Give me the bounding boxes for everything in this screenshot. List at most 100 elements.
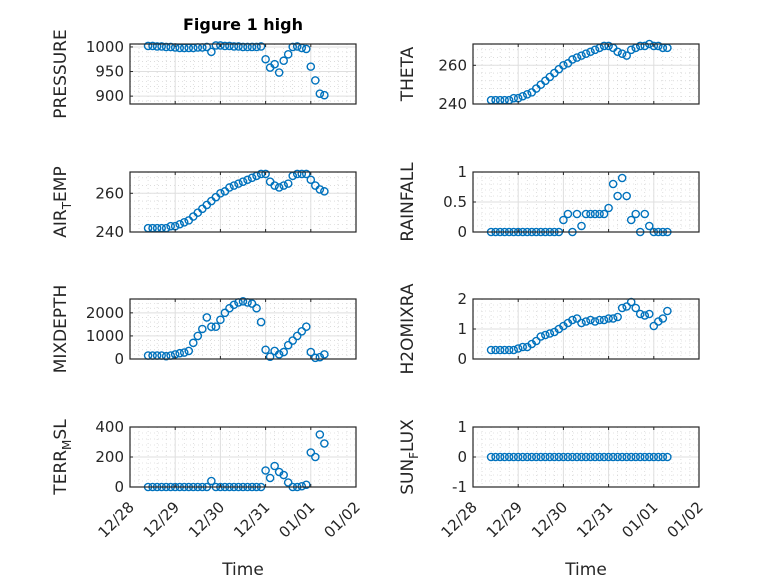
data-point [545,72,555,82]
data-point [238,42,248,52]
x-tick-label: 12/29 [483,498,526,541]
data-point [157,42,166,51]
data-point [613,452,622,462]
subplot-air-temp: 240 260 AIRTEMP [51,166,357,241]
data-point [193,208,203,217]
data-point [626,297,636,307]
data-point [193,331,203,341]
data-point [301,322,311,331]
data-point [315,352,325,362]
data-point [311,452,320,462]
data-point [320,187,329,196]
y-label-subscript: M [60,440,74,450]
figure-title: Figure 1 high [183,15,303,34]
data-point [622,51,631,60]
data-point [175,219,185,229]
y-tick-label: 240 [95,223,124,241]
data-point [491,452,500,462]
data-point [207,476,216,486]
data-point [301,44,311,54]
data-point [644,221,654,231]
data-point [518,342,528,352]
data-point [315,89,325,98]
y-tick-label: 1 [457,418,467,436]
data-point [608,314,618,323]
y-tick-label: 950 [95,63,124,81]
y-tick-label: 0 [457,223,467,241]
y-label-text: SL [51,419,71,440]
data-point [184,346,194,356]
data-point [175,348,185,358]
data-point [527,452,537,462]
subplot-h2omixra: 0 1 2 H2OMIXRA [398,283,700,375]
data-point [315,185,325,194]
data-point [572,314,582,323]
y-label-text: LUX [398,419,418,452]
data-point [631,452,641,462]
data-point [635,452,645,462]
data-point [518,91,528,101]
data-point [247,299,257,308]
data-point [545,329,555,338]
data-point [590,452,600,462]
data-point [635,309,645,319]
data-point [252,303,261,313]
data-point [581,317,591,326]
data-point [608,452,618,462]
y-label-text: THETA [398,46,418,102]
y-label-text: RAINFALL [398,162,418,242]
data-point [577,221,586,231]
y-tick-label: 0 [457,350,467,368]
data-point [288,171,298,181]
data-point [631,303,641,313]
data-point [559,215,568,225]
x-tick-label: 01/02 [321,498,364,541]
y-axis-label: H2OMIXRA [398,283,418,374]
data-point [320,90,329,100]
data-point [495,452,505,462]
data-point [509,93,518,103]
data-point [500,452,509,462]
data-point [225,41,234,51]
data-point [654,452,663,462]
data-point [572,53,582,62]
data-point [572,452,582,462]
data-point [188,338,198,348]
data-point [572,209,582,219]
y-tick-label: 200 [95,448,124,466]
data-point [301,169,311,179]
data-point [225,183,234,192]
data-point [486,345,496,355]
data-point [613,47,622,57]
data-point [311,353,320,363]
data-point [265,473,275,483]
data-point [613,312,622,322]
subplot-theta: 240 260 THETA [398,39,700,113]
data-point [166,42,175,52]
x-tick-label: 12/28 [438,498,481,541]
data-point [626,452,636,462]
data-point [220,187,230,196]
data-point [315,430,325,439]
axes-box [129,171,357,233]
data-point [252,171,261,181]
data-point [256,169,266,179]
data-point [522,90,532,99]
data-point [320,439,329,448]
data-point [238,297,248,306]
data-point [531,452,541,462]
data-point [252,42,261,52]
data-point [531,336,541,346]
data-point [581,49,591,58]
data-point [292,331,302,341]
x-axis-label: Time [221,560,264,580]
y-axis-label: TERRMSL [51,419,74,496]
y-tick-label: 1000 [86,327,124,345]
data-point [283,478,293,487]
data-point [595,452,604,462]
y-axis-label: AIRTEMP [51,166,74,237]
data-point [243,42,252,52]
y-label-text: EMP [51,166,71,202]
y-tick-label: 260 [438,56,467,74]
data-point [274,68,284,77]
